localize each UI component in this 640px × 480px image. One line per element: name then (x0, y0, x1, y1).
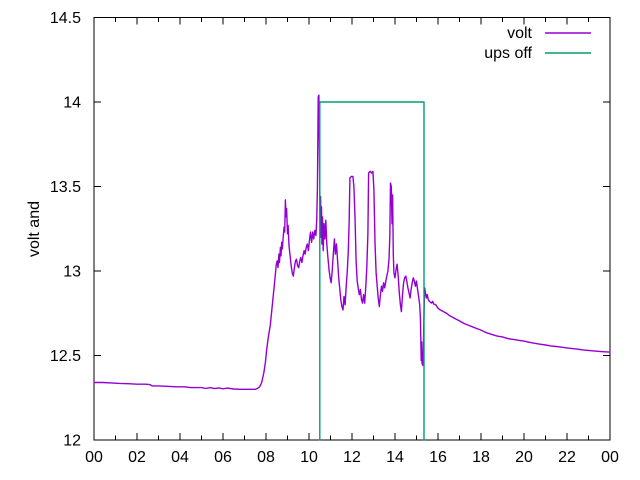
ups-off-series-line (319, 101, 425, 441)
y-axis-tick-label: 14.5 (50, 10, 81, 27)
y-axis-label: volt and (26, 201, 43, 257)
y-axis-tick-label: 14 (63, 95, 81, 112)
x-axis-tick-label: 04 (171, 449, 189, 466)
x-axis-tick-label: 02 (128, 449, 146, 466)
x-axis-tick-label: 08 (257, 449, 275, 466)
legend: volt ups off (484, 25, 532, 62)
legend-label-ups-off: ups off (484, 45, 532, 62)
y-axis-tick-label: 12 (63, 433, 81, 450)
x-axis-tick-label: 20 (515, 449, 533, 466)
x-axis-tick-label: 22 (558, 449, 576, 466)
x-axis-tick-label: 00 (85, 449, 103, 466)
volt-series-line (93, 94, 611, 390)
x-axis-tick-label: 16 (429, 449, 447, 466)
plot-border (93, 17, 611, 441)
y-axis-tick-label: 13 (63, 264, 81, 281)
x-axis-tick-label: 10 (300, 449, 318, 466)
y-axis-tick-label: 12.5 (50, 348, 81, 365)
x-axis-tick-label: 18 (472, 449, 490, 466)
legend-label-volt: volt (507, 25, 532, 42)
x-axis-tick-label: 14 (386, 449, 404, 466)
x-axis-tick-label: 00 (601, 449, 619, 466)
y-axis-tick-label: 13.5 (50, 179, 81, 196)
x-axis-tick-label: 12 (343, 449, 361, 466)
x-axis-tick-label: 06 (214, 449, 232, 466)
chart-generated-layers: 00 02 04 06 08 10 12 14 16 18 20 22 001212.51313.514… (50, 10, 619, 466)
